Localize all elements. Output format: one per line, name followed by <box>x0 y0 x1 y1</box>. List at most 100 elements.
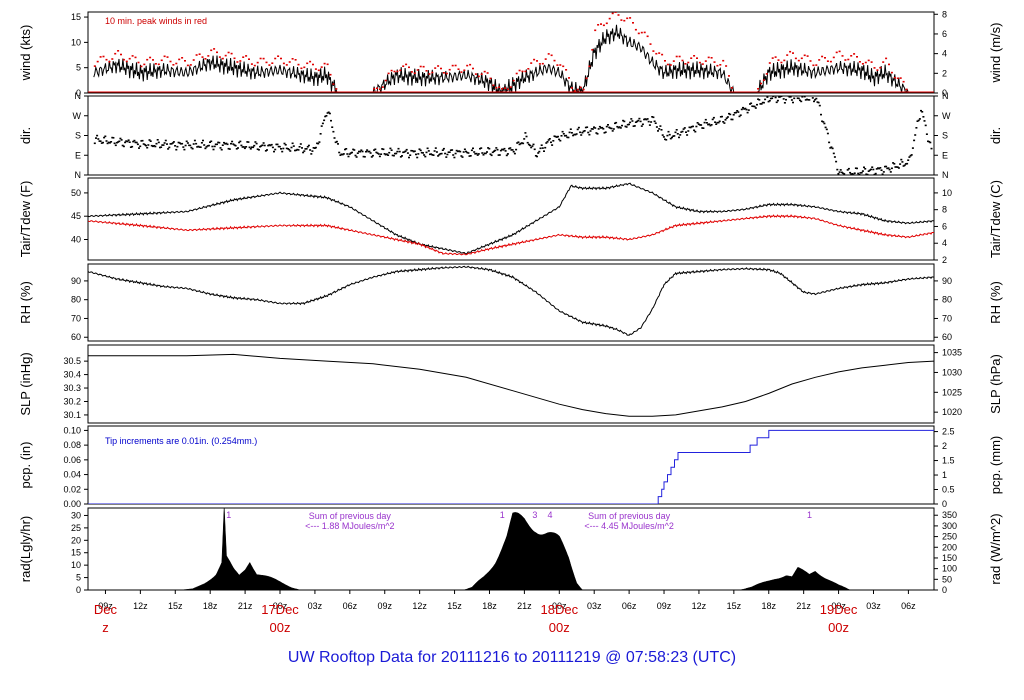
pcp-right-tick-label: 1 <box>942 470 947 480</box>
rad-left-label: rad(Lgly/hr) <box>18 516 33 582</box>
dir-dot <box>388 151 391 154</box>
dir-dot <box>389 147 392 150</box>
temp-line-Tdew <box>88 214 934 256</box>
wind-dot <box>486 72 489 74</box>
dir-dot <box>590 128 593 130</box>
dir-dot <box>664 138 666 141</box>
wind-dot <box>521 70 524 73</box>
dir-dot <box>887 167 890 169</box>
dir-dot <box>275 143 278 146</box>
dir-dot <box>548 138 551 140</box>
dir-dot <box>169 143 172 145</box>
wind-dot <box>556 64 559 66</box>
dir-right-tick-label: N <box>942 91 949 101</box>
dir-dot <box>685 131 687 133</box>
dir-dot <box>838 171 841 173</box>
dir-dot <box>530 146 533 149</box>
dir-dot <box>778 96 781 98</box>
dir-dot <box>868 169 871 172</box>
dir-dot <box>486 151 488 153</box>
dir-dot <box>219 147 222 149</box>
dir-dot <box>312 147 315 149</box>
dir-dot <box>416 156 419 159</box>
wind-dot <box>265 61 268 64</box>
dir-dot <box>402 151 405 154</box>
dir-dot <box>197 145 200 148</box>
dir-dot <box>426 147 429 150</box>
dir-dot <box>508 147 511 150</box>
wind-series-wind-speed <box>88 24 934 93</box>
dir-dot <box>845 174 848 175</box>
dir-dot <box>375 151 378 154</box>
wind-dot <box>460 71 463 73</box>
slp-series-SLP <box>88 353 934 417</box>
dir-dot <box>739 114 742 116</box>
wind-dot <box>611 12 614 15</box>
dir-dot <box>203 144 206 146</box>
dir-dot <box>839 169 842 171</box>
wind-dot <box>152 59 154 61</box>
dir-dot <box>640 125 643 127</box>
dir-dot <box>199 146 202 148</box>
wind-dot <box>713 61 716 63</box>
wind-dot <box>809 60 812 62</box>
dir-dot <box>602 128 605 130</box>
dir-dot <box>901 161 904 163</box>
dir-dot <box>795 96 798 97</box>
dir-dot <box>126 140 129 143</box>
dir-dot <box>459 150 462 153</box>
wind-dot <box>280 57 282 60</box>
dir-dot <box>270 143 273 146</box>
wind-dot <box>777 59 780 61</box>
dir-dot <box>429 153 431 156</box>
dir-dot <box>361 150 364 153</box>
dir-dot <box>840 171 843 174</box>
dir-dot <box>403 151 406 153</box>
dir-dot <box>896 166 899 168</box>
dir-dot <box>132 140 135 143</box>
dir-dot <box>655 126 658 128</box>
panel-temp <box>84 177 938 261</box>
rad-sum-label-2: Sum of previous day <box>588 511 671 521</box>
wind-dot <box>416 69 419 71</box>
x-tick-label: 00z <box>273 601 288 611</box>
dir-dot <box>605 125 608 128</box>
wind-dot <box>114 52 117 55</box>
dir-dot <box>750 102 753 105</box>
dir-right-tick-label: E <box>942 150 948 160</box>
dir-dot <box>506 153 509 155</box>
dir-dot <box>200 142 203 144</box>
dir-dot <box>259 145 262 148</box>
dir-dot <box>630 118 633 120</box>
wind-dot <box>306 62 309 65</box>
wind-dot <box>408 66 410 69</box>
wind-dot <box>893 76 896 79</box>
wind-dot <box>248 58 250 60</box>
wind-dot <box>277 55 280 57</box>
dir-dot <box>377 153 380 155</box>
dir-dot <box>786 96 789 97</box>
slp-right-tick-label: 1025 <box>942 387 962 397</box>
dir-dot <box>218 141 221 144</box>
wind-line-wind-speed <box>93 24 934 93</box>
dir-dot <box>580 134 583 136</box>
dir-dot <box>694 130 697 133</box>
wind-dot <box>262 57 265 60</box>
dir-dot <box>196 146 199 148</box>
wind-left-tick-label: 5 <box>76 63 81 73</box>
dir-dot <box>803 96 806 98</box>
dir-dot <box>281 150 284 153</box>
dir-dot <box>697 123 700 125</box>
dir-dot <box>746 111 749 114</box>
dir-dot <box>574 133 577 136</box>
dir-dot <box>667 130 670 133</box>
dir-dot <box>190 146 193 149</box>
wind-dot <box>137 61 140 64</box>
temp-left-tick-label: 45 <box>71 211 81 221</box>
dir-dot <box>326 112 329 114</box>
wind-dot <box>154 63 157 65</box>
dir-dot <box>886 167 889 170</box>
dir-dot <box>851 173 854 175</box>
dir-dot <box>214 143 217 146</box>
dir-dot <box>717 121 720 124</box>
